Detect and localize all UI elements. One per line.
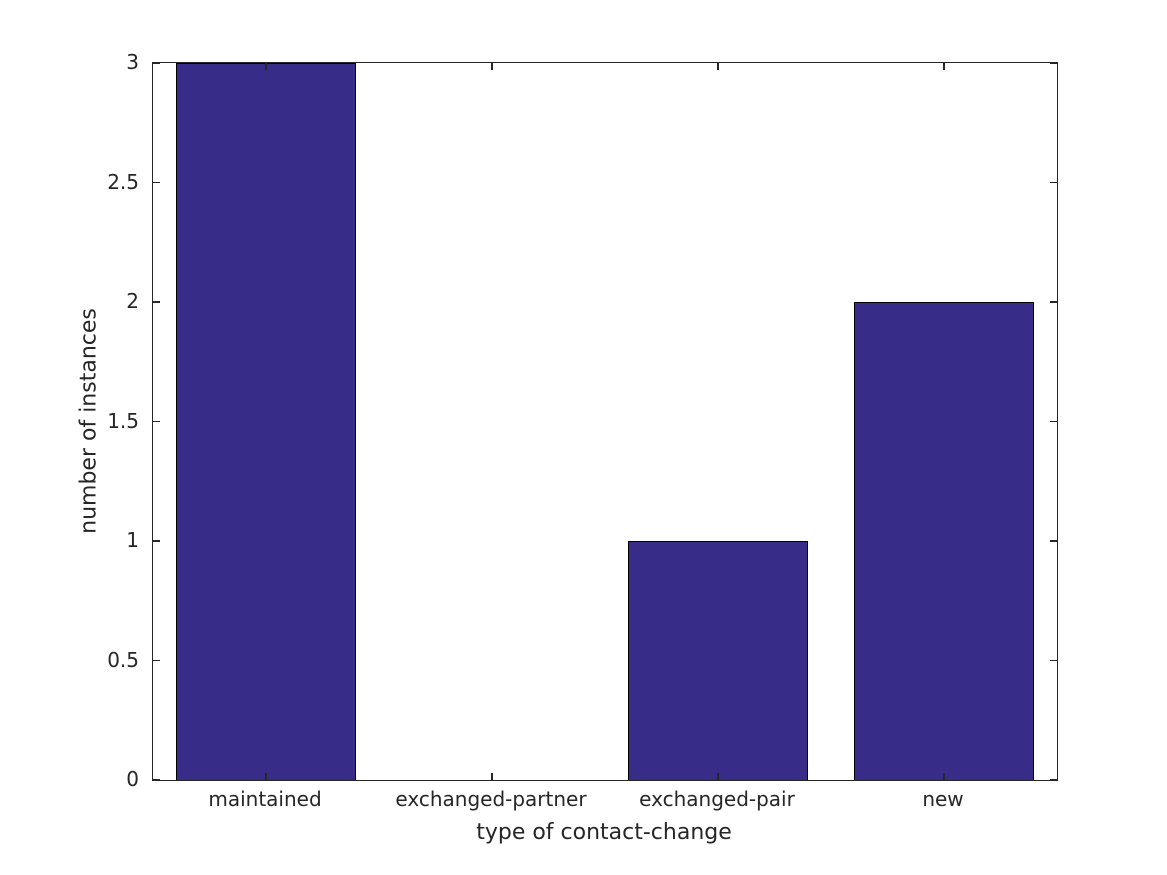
bar-maintained: [175, 63, 357, 780]
plot-area: [152, 62, 1058, 781]
y-tick-label: 2: [126, 289, 139, 313]
y-tick-label: 2.5: [107, 169, 139, 194]
x-tick-label: exchanged-pair: [639, 787, 795, 811]
y-tick-mark: [153, 181, 160, 184]
x-tick-mark: [943, 63, 945, 70]
x-tick-mark: [265, 773, 267, 780]
y-tick-mark: [1050, 62, 1057, 64]
y-tick-label: 1: [126, 528, 139, 552]
x-tick-mark: [717, 773, 719, 780]
y-tick-mark: [1050, 301, 1057, 303]
x-tick-mark: [491, 773, 493, 780]
y-tick-mark: [1050, 779, 1057, 781]
y-tick-label: 0.5: [107, 647, 139, 672]
y-tick-label: 1.5: [107, 408, 139, 433]
bar-new: [853, 302, 1035, 780]
y-tick-label: 3: [126, 50, 139, 74]
y-tick-mark: [1050, 659, 1057, 662]
x-tick-mark: [717, 63, 719, 70]
y-tick-mark: [1050, 181, 1057, 184]
y-tick-mark: [1050, 420, 1057, 423]
y-tick-mark: [153, 420, 160, 423]
x-tick-label: exchanged-partner: [395, 787, 587, 811]
y-tick-mark: [153, 779, 160, 781]
y-tick-mark: [1050, 540, 1057, 542]
x-tick-mark: [491, 63, 493, 70]
y-tick-mark: [153, 62, 160, 64]
y-tick-mark: [153, 301, 160, 303]
x-tick-label: maintained: [208, 787, 322, 811]
y-tick-label: 0: [126, 767, 139, 791]
x-tick-mark: [943, 773, 945, 780]
x-tick-label: new: [922, 787, 964, 811]
x-tick-mark: [265, 63, 267, 70]
y-tick-mark: [153, 540, 160, 542]
bar-exchanged-pair: [627, 541, 809, 780]
y-tick-mark: [153, 659, 160, 662]
x-axis-label: type of contact-change: [476, 820, 732, 845]
